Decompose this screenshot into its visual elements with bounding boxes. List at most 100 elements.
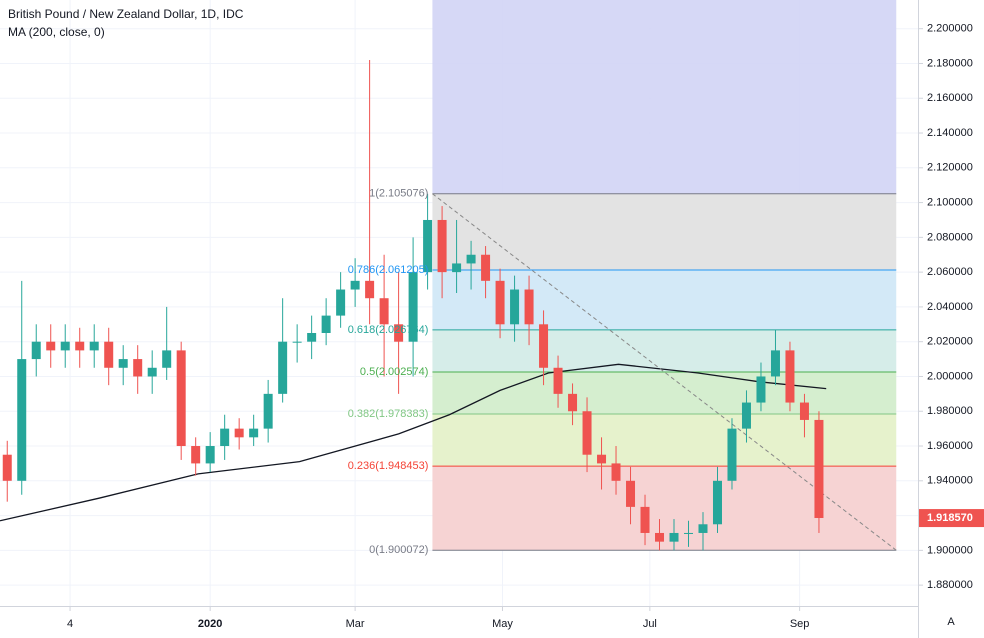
candle-body [220, 428, 230, 447]
fib-label: 0.236(1.948453) [348, 460, 429, 472]
fib-zone [432, 329, 897, 372]
candle-body [31, 341, 41, 360]
candle-body [104, 341, 114, 368]
candle-body [669, 532, 679, 542]
fib-label: 1(2.105076) [369, 188, 428, 200]
y-tick-label: 2.160000 [927, 92, 973, 104]
auto-scale-button[interactable] [940, 612, 962, 632]
x-tick-label: Mar [346, 618, 365, 630]
candle-body [350, 280, 360, 290]
candle-body [263, 393, 273, 429]
moving-average [0, 363, 827, 522]
candle-body [191, 446, 201, 464]
candle-body [75, 341, 85, 351]
y-tick-label: 2.200000 [927, 23, 973, 35]
candle-body [234, 428, 244, 438]
fib-zone [432, 193, 897, 271]
last-price-tag [919, 509, 984, 528]
candle-body [799, 402, 809, 420]
candle-body [176, 350, 186, 447]
candle-body [60, 341, 70, 351]
y-tick-label: 2.020000 [927, 336, 973, 348]
auto-scale-label[interactable]: A [947, 616, 955, 628]
plot-area: 1(2.105076) 0.786(2.061205) 0.618(2.026764… [0, 0, 918, 606]
candle-body [741, 402, 751, 429]
fib-label: 0.382(1.978383) [348, 408, 429, 420]
candle-body [2, 454, 12, 481]
candle-body [321, 315, 331, 333]
candle-body [336, 289, 346, 316]
y-tick-label: 2.040000 [927, 301, 973, 313]
candle-body [814, 419, 824, 519]
candle-body [437, 219, 447, 273]
y-tick-label: 1.900000 [927, 544, 973, 556]
candle-body [597, 454, 607, 464]
candle-body [133, 359, 143, 377]
candle-body [292, 341, 302, 343]
y-tick-label: 2.100000 [927, 196, 973, 208]
fib-label: 0.618(2.026764) [348, 324, 429, 336]
candle-body [17, 359, 27, 481]
candle-body [727, 428, 737, 481]
candle-body [712, 480, 722, 525]
y-tick-label: 2.080000 [927, 231, 973, 243]
candle-body [756, 376, 766, 403]
fib-zone [432, 466, 897, 551]
candle-body [495, 280, 505, 325]
fib-label: 0.5(2.002574) [360, 366, 429, 378]
candle-body [611, 463, 621, 481]
fib-label: 0(1.900072) [369, 544, 428, 556]
candle-body [365, 280, 375, 299]
y-tick-label: 1.960000 [927, 440, 973, 452]
candle-body [698, 524, 708, 533]
chart-title: British Pound / New Zealand Dollar, 1D, … [8, 7, 244, 21]
fib-zone [432, 371, 897, 415]
x-tick-label: 2020 [198, 618, 222, 630]
candle-body [626, 480, 636, 507]
candle-body [205, 446, 215, 464]
candle-body [553, 367, 563, 394]
candle-body [568, 393, 578, 412]
candle-body [770, 350, 780, 377]
y-tick-label: 2.180000 [927, 57, 973, 69]
candle-body [118, 359, 128, 368]
candle-body [89, 341, 99, 351]
fib-label: 0.786(2.061205) [348, 264, 429, 276]
candle-body [408, 272, 418, 342]
fib-zone [432, 270, 897, 330]
x-tick-label: May [492, 618, 513, 630]
y-tick-label: 2.060000 [927, 266, 973, 278]
candle-body [278, 341, 288, 394]
candle-body [379, 298, 389, 325]
candle-body [684, 532, 693, 534]
candle-body [466, 254, 476, 264]
last-price-label: 1.918570 [927, 512, 973, 524]
candle-body [524, 289, 534, 325]
candle-body [423, 219, 433, 273]
x-tick-label: Sep [790, 618, 810, 630]
candle-body [307, 332, 317, 342]
candle-body [452, 263, 462, 273]
x-tick-label: Jul [643, 618, 657, 630]
candle-body [162, 350, 172, 368]
fib-zone [432, 414, 897, 467]
y-tick-label: 1.980000 [927, 405, 973, 417]
candle-body [582, 411, 592, 455]
candle-body [640, 506, 650, 533]
candle-body [147, 367, 157, 377]
y-tick-label: 2.120000 [927, 162, 973, 174]
y-tick-label: 2.000000 [927, 370, 973, 382]
candle-body [655, 532, 665, 542]
candle-body [510, 289, 520, 325]
y-tick-label: 1.880000 [927, 579, 973, 591]
y-tick-label: 1.940000 [927, 475, 973, 487]
fib-top-zone [432, 0, 897, 194]
indicator-label: MA (200, close, 0) [8, 25, 105, 39]
candle-body [394, 324, 404, 342]
candle-body [785, 350, 795, 403]
candle-body [249, 428, 259, 438]
candle-body [481, 254, 491, 281]
candle-body [539, 324, 549, 368]
y-tick-label: 2.140000 [927, 127, 973, 139]
